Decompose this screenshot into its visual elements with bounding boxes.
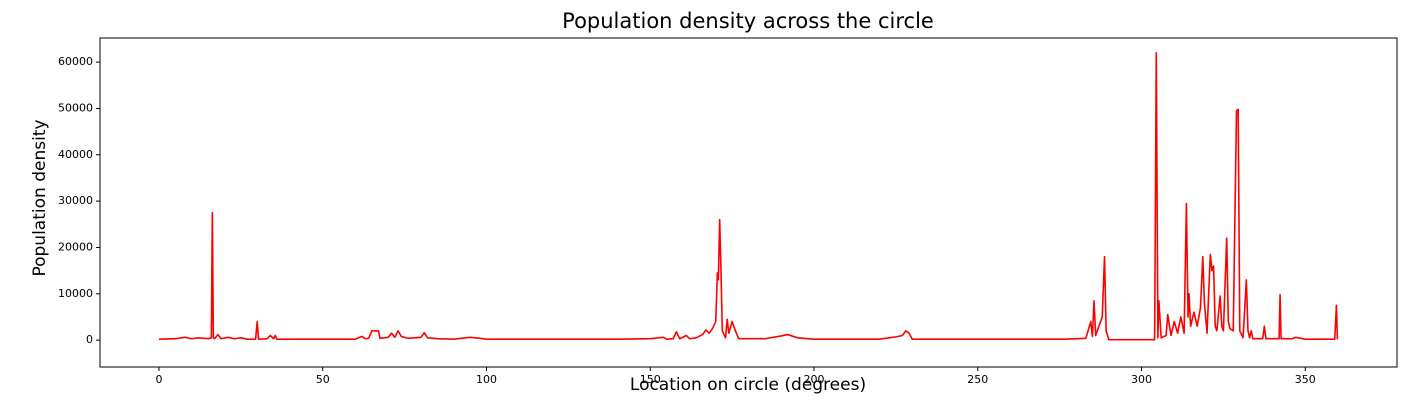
chart-title: Population density across the circle [562, 9, 934, 33]
y-tick-label: 10000 [58, 287, 93, 300]
y-axis-label: Population density [30, 119, 50, 276]
x-tick-label: 150 [640, 373, 661, 386]
x-tick-label: 0 [155, 373, 162, 386]
y-tick-label: 40000 [58, 148, 93, 161]
x-axis-label: Location on circle (degrees) [630, 375, 866, 395]
x-tick-label: 50 [316, 373, 330, 386]
data-line [158, 52, 1339, 341]
y-tick-label: 20000 [58, 240, 93, 253]
y-tick-label: 30000 [58, 194, 93, 207]
x-tick-label: 250 [967, 373, 988, 386]
x-tick-label: 100 [476, 373, 497, 386]
y-tick-label: 50000 [58, 101, 93, 114]
x-tick-label: 350 [1295, 373, 1316, 386]
y-tick-label: 0 [86, 333, 93, 346]
x-tick-label: 300 [1131, 373, 1152, 386]
x-tick-label: 200 [804, 373, 825, 386]
y-tick-label: 60000 [58, 55, 93, 68]
plot-frame [99, 37, 1398, 368]
